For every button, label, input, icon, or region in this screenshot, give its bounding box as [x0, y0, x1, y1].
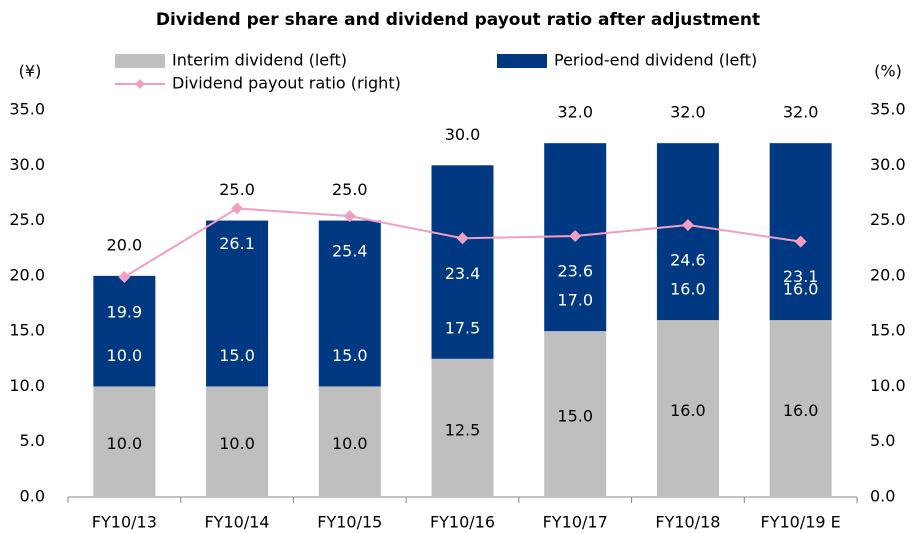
y2-tick-label: 10.0 — [870, 376, 906, 395]
y-tick-label: 25.0 — [9, 210, 45, 229]
bar-value-label: 16.0 — [783, 280, 819, 299]
total-label: 32.0 — [783, 103, 819, 122]
bar — [93, 386, 156, 497]
bar — [431, 358, 494, 497]
x-tick-label: FY10/15 — [317, 513, 382, 532]
y2-tick-label: 0.0 — [870, 487, 895, 506]
bar-value-label: 12.5 — [445, 420, 481, 439]
legend-swatch — [497, 54, 547, 68]
total-label: 25.0 — [332, 180, 368, 199]
x-tick-label: FY10/14 — [205, 513, 270, 532]
line-marker — [794, 235, 807, 248]
line-marker — [231, 202, 244, 215]
line-marker — [456, 232, 469, 245]
legend-swatch — [115, 54, 165, 68]
line-value-label: 23.1 — [783, 267, 819, 286]
total-label: 32.0 — [670, 103, 706, 122]
bar-value-label: 15.0 — [219, 346, 255, 365]
y2-axis-unit: (%) — [874, 62, 902, 81]
line-value-label: 24.6 — [670, 250, 706, 269]
bar — [93, 275, 156, 387]
x-tick-label: FY10/18 — [655, 513, 720, 532]
total-label: 30.0 — [445, 125, 481, 144]
bar — [769, 320, 832, 497]
y-tick-label: 20.0 — [9, 265, 45, 284]
y-tick-label: 10.0 — [9, 376, 45, 395]
y2-tick-label: 25.0 — [870, 210, 906, 229]
legend-marker — [135, 79, 145, 89]
y-tick-label: 35.0 — [9, 100, 45, 119]
bar — [656, 143, 719, 321]
bar-value-label: 15.0 — [332, 346, 368, 365]
y2-tick-label: 20.0 — [870, 265, 906, 284]
bar — [431, 165, 494, 359]
bar — [206, 386, 269, 497]
line-value-label: 25.4 — [332, 242, 368, 261]
legend-label: Dividend payout ratio (right) — [172, 74, 401, 93]
bar-value-label: 10.0 — [107, 346, 143, 365]
y-tick-label: 15.0 — [9, 321, 45, 340]
bar — [544, 331, 607, 497]
y-tick-label: 30.0 — [9, 155, 45, 174]
line-value-label: 19.9 — [107, 302, 143, 321]
y-axis-unit: (¥) — [19, 62, 42, 81]
line-marker — [343, 210, 356, 223]
chart-title: Dividend per share and dividend payout r… — [156, 10, 760, 30]
x-tick-label: FY10/19 E — [761, 513, 841, 532]
line-value-label: 23.4 — [445, 264, 481, 283]
legend-label: Interim dividend (left) — [172, 51, 347, 70]
bar — [656, 320, 719, 497]
bar-value-label: 16.0 — [670, 280, 706, 299]
y2-tick-label: 5.0 — [870, 431, 895, 450]
line-marker — [118, 270, 131, 283]
bar-value-label: 16.0 — [670, 401, 706, 420]
legend-label: Period-end dividend (left) — [554, 51, 757, 70]
line-value-label: 26.1 — [219, 234, 255, 253]
bar-value-label: 17.0 — [557, 291, 593, 310]
bar — [318, 386, 381, 497]
bar — [206, 220, 269, 387]
total-label: 20.0 — [107, 235, 143, 254]
bar-value-label: 16.0 — [783, 401, 819, 420]
y2-tick-label: 15.0 — [870, 321, 906, 340]
bar-value-label: 10.0 — [332, 434, 368, 453]
x-tick-label: FY10/17 — [543, 513, 608, 532]
x-tick-label: FY10/13 — [92, 513, 157, 532]
bar-value-label: 10.0 — [107, 434, 143, 453]
y-tick-label: 5.0 — [20, 431, 45, 450]
bar — [318, 220, 381, 387]
x-tick-label: FY10/16 — [430, 513, 495, 532]
total-label: 25.0 — [219, 180, 255, 199]
line-marker — [681, 218, 694, 231]
bar-value-label: 15.0 — [557, 407, 593, 426]
total-label: 32.0 — [557, 103, 593, 122]
line-value-label: 23.6 — [557, 262, 593, 281]
line-marker — [569, 230, 582, 243]
y-tick-label: 0.0 — [20, 487, 45, 506]
bar-value-label: 17.5 — [445, 318, 481, 337]
bar — [769, 143, 832, 321]
bar-value-label: 10.0 — [219, 434, 255, 453]
y2-tick-label: 35.0 — [870, 100, 906, 119]
y2-tick-label: 30.0 — [870, 155, 906, 174]
